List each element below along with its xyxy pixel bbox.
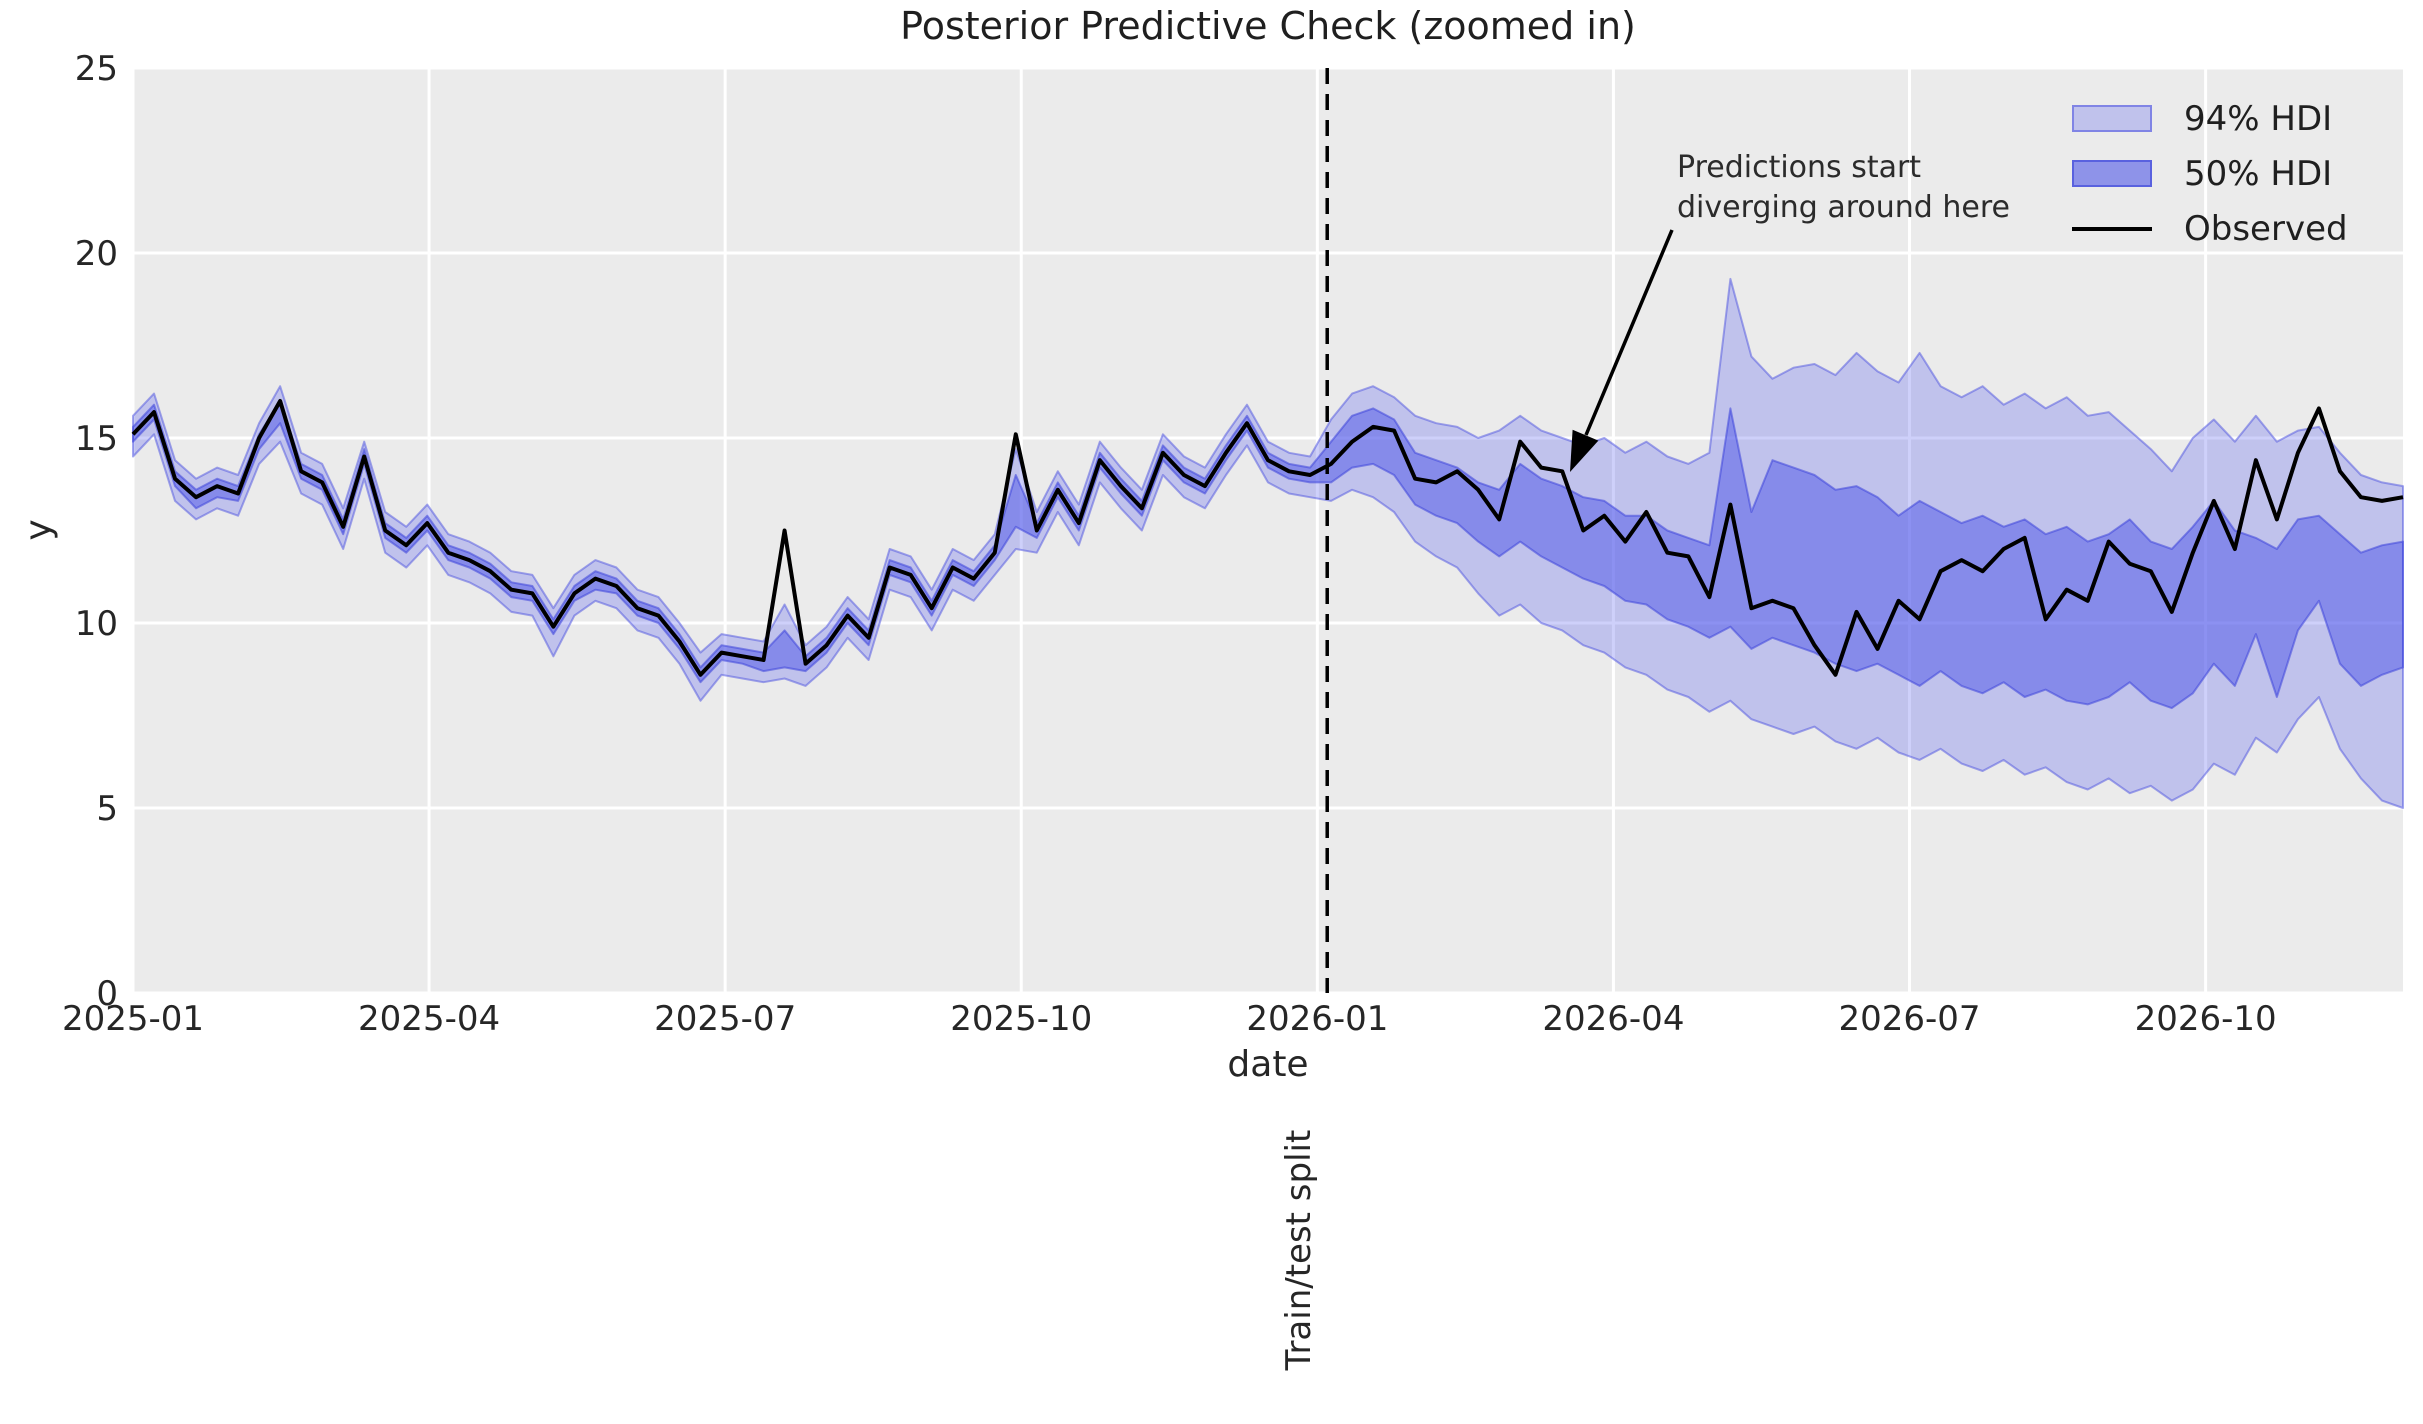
hdi50-swatch-icon (2072, 160, 2152, 187)
x-tick-label: 2026-01 (1246, 999, 1388, 1039)
x-tick-label: 2025-10 (950, 999, 1092, 1039)
y-tick-label: 15 (75, 419, 118, 459)
x-tick-label: 2026-10 (2135, 999, 2277, 1039)
observed-line-icon (2072, 226, 2152, 231)
observed-line (131, 399, 2404, 677)
legend-label-observed: Observed (2184, 208, 2348, 249)
x-tick-label: 2025-04 (358, 999, 500, 1039)
annotation-line-1: Predictions start (1677, 150, 1922, 185)
x-axis-label: date (1227, 1044, 1309, 1085)
annotation: Predictions start diverging around here (1677, 148, 2010, 228)
chart-title: Posterior Predictive Check (zoomed in) (900, 4, 1636, 48)
y-tick-label: 25 (75, 49, 118, 89)
y-tick-label: 0 (96, 974, 118, 1014)
x-tick-label: 2026-04 (1542, 999, 1684, 1039)
y-tick-label: 5 (96, 789, 118, 829)
y-tick-label: 10 (75, 604, 118, 644)
y-axis-label: y (18, 519, 59, 541)
legend-label-94-hdi: 94% HDI (2184, 98, 2333, 139)
hdi50-band (132, 400, 2404, 710)
annotation-line-2: diverging around here (1677, 190, 2010, 225)
legend: 94% HDI 50% HDI Observed (2072, 99, 2348, 267)
train-test-split-label: Train/test split (1279, 1129, 1319, 1371)
x-tick-label: 2026-07 (1838, 999, 1980, 1039)
annotation-arrow-shaft (1584, 229, 1674, 436)
annotation-arrowhead-icon (1570, 429, 1599, 472)
x-tick-label: 2025-01 (62, 999, 204, 1039)
legend-item-94-hdi: 94% HDI (2072, 99, 2348, 139)
legend-label-50-hdi: 50% HDI (2184, 153, 2333, 194)
legend-item-observed: Observed (2072, 209, 2348, 249)
y-tick-label: 20 (75, 234, 118, 274)
legend-item-50-hdi: 50% HDI (2072, 154, 2348, 194)
x-tick-label: 2025-07 (654, 999, 796, 1039)
hdi94-swatch-icon (2072, 105, 2152, 132)
